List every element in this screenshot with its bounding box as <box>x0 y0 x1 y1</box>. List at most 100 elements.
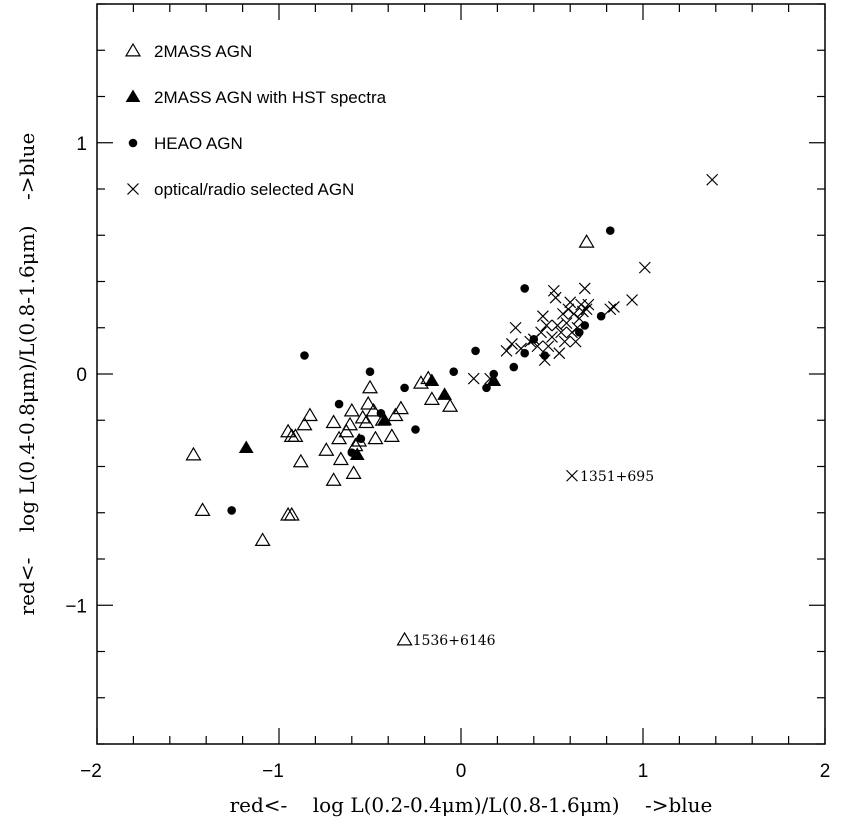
data-point <box>345 465 362 479</box>
cross-stroke <box>638 261 651 274</box>
data-point <box>540 319 553 332</box>
data-point <box>540 351 550 360</box>
data-point <box>365 402 382 417</box>
data-point <box>437 387 452 400</box>
cross-stroke <box>538 354 551 367</box>
data-point <box>506 338 518 350</box>
legend-marker <box>127 183 139 195</box>
data-point <box>484 372 497 385</box>
data-point <box>332 451 349 466</box>
data-point <box>325 414 342 429</box>
data-point <box>423 391 440 405</box>
legend-label: optical/radio selected AGN <box>154 180 354 199</box>
data-point <box>580 303 593 316</box>
cross-stroke <box>577 305 589 318</box>
data-point <box>569 335 582 348</box>
cross-stroke <box>555 326 568 339</box>
data-point <box>343 402 360 417</box>
cross-stroke <box>706 173 719 186</box>
data-point <box>283 506 300 521</box>
data-point <box>524 335 537 348</box>
x-tick-label: 2 <box>820 761 831 782</box>
data-point <box>318 442 335 456</box>
cross-stroke <box>547 284 560 297</box>
data-point <box>515 342 527 355</box>
data-point <box>605 226 615 235</box>
data-point <box>424 373 440 386</box>
cross-stroke <box>564 296 577 309</box>
data-point <box>551 319 564 332</box>
data-point <box>400 383 409 393</box>
legend-marker <box>124 42 142 57</box>
point-annotation: 1351+695 <box>580 469 654 485</box>
cross-stroke <box>506 338 518 350</box>
cross-stroke <box>467 372 480 385</box>
series-0 <box>185 234 595 646</box>
cross-stroke <box>569 335 582 348</box>
data-point <box>471 346 480 356</box>
data-point <box>287 428 304 442</box>
cross-stroke <box>542 340 555 353</box>
x-axis-label: red<- log L(0.2-0.4μm)/L(0.8-1.6μm) ->bl… <box>230 793 713 817</box>
data-point <box>596 311 606 321</box>
x-tick-label: −1 <box>262 761 284 782</box>
data-point <box>238 440 254 454</box>
data-point <box>564 296 577 309</box>
data-point <box>449 367 459 376</box>
x-tick-label: 0 <box>456 761 467 782</box>
data-point <box>358 414 375 429</box>
cross-stroke <box>500 344 513 357</box>
cross-stroke <box>546 331 558 343</box>
data-point <box>706 173 719 186</box>
data-point <box>626 294 639 306</box>
data-point <box>376 409 386 418</box>
cross-stroke <box>560 317 573 330</box>
data-point <box>486 373 502 386</box>
point-annotation: 1536+6146 <box>413 633 496 649</box>
data-point <box>392 400 409 415</box>
y-tick-label: 0 <box>76 365 87 386</box>
cross-stroke <box>549 291 562 304</box>
data-point <box>396 631 413 646</box>
data-point <box>360 395 377 410</box>
data-point <box>500 344 513 357</box>
data-point <box>578 282 591 295</box>
cross-stroke <box>531 340 544 353</box>
data-point <box>520 284 529 293</box>
cross-stroke <box>566 469 578 482</box>
cross-stroke <box>524 335 537 348</box>
data-point <box>467 372 480 385</box>
data-point <box>227 506 236 515</box>
data-point <box>412 375 430 389</box>
data-point <box>411 425 420 434</box>
data-point <box>442 398 459 412</box>
data-point <box>578 234 595 248</box>
cross-stroke <box>558 335 571 348</box>
data-point <box>604 303 617 316</box>
cross-stroke <box>127 183 139 195</box>
cross-stroke <box>604 303 617 316</box>
data-point <box>538 354 551 367</box>
data-point <box>383 428 400 442</box>
cross-stroke <box>571 321 584 334</box>
data-point <box>573 312 586 325</box>
data-point <box>254 532 271 547</box>
data-point <box>361 379 379 394</box>
data-point <box>542 340 555 353</box>
data-point <box>347 448 357 457</box>
data-point <box>365 367 375 376</box>
legend-label: HEAO AGN <box>154 134 243 153</box>
data-point <box>546 331 558 343</box>
data-point <box>489 369 499 379</box>
data-point <box>194 502 211 516</box>
data-point <box>387 407 404 422</box>
cross-stroke <box>573 312 586 325</box>
data-point <box>549 291 562 304</box>
cross-stroke <box>580 303 593 316</box>
y-axis-label: red<- log L(0.4-0.8μm)/L(0.8-1.6μm) ->bl… <box>15 133 39 616</box>
y-tick-label: 1 <box>76 134 87 155</box>
data-point <box>509 362 519 372</box>
x-tick-label: 1 <box>638 761 649 782</box>
data-point <box>377 412 392 426</box>
